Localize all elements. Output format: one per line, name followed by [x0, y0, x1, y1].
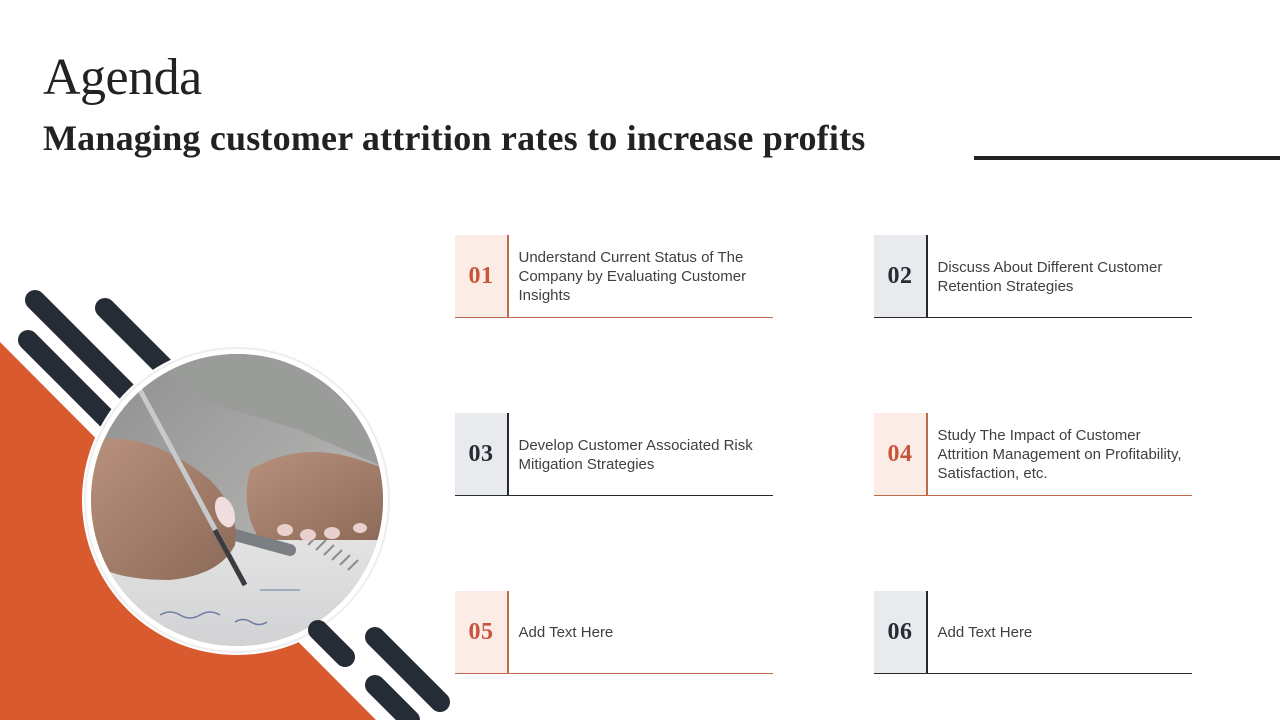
underline: [455, 672, 773, 674]
vertical-divider: [507, 235, 509, 318]
agenda-text: Develop Customer Associated Risk Mitigat…: [518, 436, 753, 473]
vertical-divider: [507, 413, 509, 496]
writing-photo: [91, 354, 383, 646]
underline: [874, 494, 1192, 496]
agenda-number: 05: [455, 591, 507, 674]
agenda-item-01: 01 Understand Current Status of The Comp…: [455, 235, 773, 318]
underline: [455, 494, 773, 496]
agenda-text: Discuss About Different Customer Retenti…: [937, 258, 1163, 295]
agenda-number: 01: [455, 235, 507, 318]
page-subtitle: Managing customer attrition rates to inc…: [43, 118, 866, 158]
agenda-text: Add Text Here: [937, 624, 1033, 641]
agenda-item-03: 03 Develop Customer Associated Risk Miti…: [455, 413, 773, 496]
underline: [874, 672, 1192, 674]
agenda-number: 06: [874, 591, 926, 674]
page-title: Agenda: [43, 49, 202, 106]
decorative-graphic: [0, 290, 450, 720]
agenda-text: Study The Impact of Customer Attrition M…: [937, 427, 1182, 482]
agenda-text: Understand Current Status of The Company…: [518, 249, 747, 304]
agenda-item-04: 04 Study The Impact of Customer Attritio…: [874, 413, 1192, 496]
underline: [874, 316, 1192, 318]
agenda-number: 02: [874, 235, 926, 318]
agenda-text: Add Text Here: [518, 624, 614, 641]
agenda-number: 04: [874, 413, 926, 496]
vertical-divider: [926, 413, 928, 496]
vertical-divider: [507, 591, 509, 674]
agenda-item-02: 02 Discuss About Different Customer Rete…: [874, 235, 1192, 318]
vertical-divider: [926, 235, 928, 318]
title-underline: [974, 156, 1280, 160]
underline: [455, 316, 773, 318]
vertical-divider: [926, 591, 928, 674]
agenda-item-06: 06 Add Text Here: [874, 591, 1192, 674]
agenda-number: 03: [455, 413, 507, 496]
agenda-item-05: 05 Add Text Here: [455, 591, 773, 674]
